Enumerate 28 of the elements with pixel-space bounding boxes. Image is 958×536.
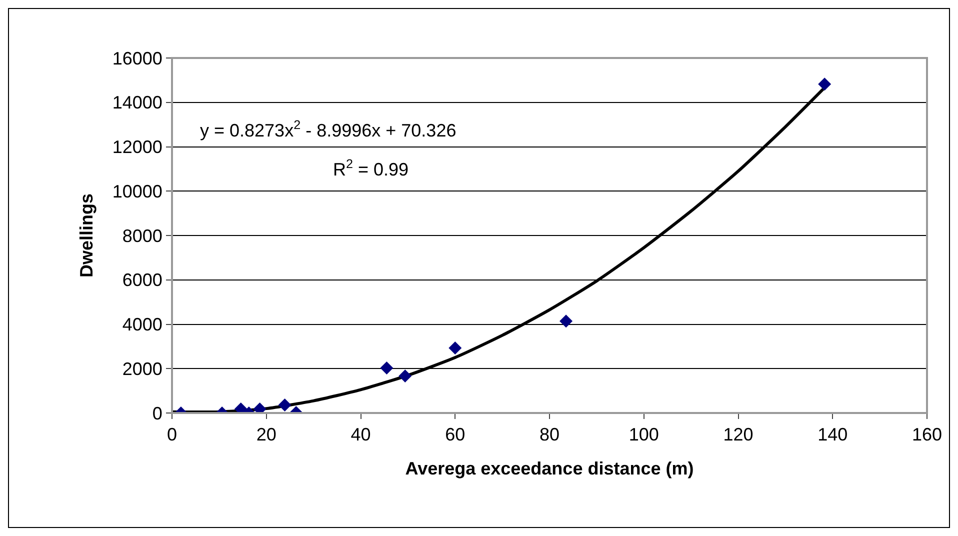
point [398, 369, 412, 382]
x-tick-label: 40 [350, 424, 371, 445]
annotation: y = 0.8273x$^{2}$ - 8.9996x + 70.326 [200, 118, 456, 141]
x-axis-title: Averega exceedance distance (m) [405, 458, 694, 479]
y-tick-label: 16000 [112, 48, 162, 68]
point [818, 78, 832, 91]
x-tick-label: 140 [818, 424, 848, 445]
point [278, 398, 292, 412]
y-tick-label: 8000 [122, 226, 162, 246]
y-tick-label: 14000 [112, 92, 162, 113]
x-tick-label: 100 [628, 424, 659, 445]
y-tick-label: 4000 [122, 314, 162, 335]
x-tick-label: 0 [166, 424, 178, 445]
y-tick-label: 12000 [112, 137, 162, 158]
x-tick-label: 80 [539, 424, 560, 445]
annotation: R$^{2}$ = 0.99 [333, 157, 409, 180]
y-tick-label: 0 [152, 403, 162, 424]
x-tick-label: 60 [445, 424, 466, 445]
point [560, 314, 573, 328]
point [448, 341, 462, 354]
x-tick-label: 160 [912, 424, 942, 445]
y-tick-label: 2000 [122, 358, 162, 379]
y-axis-title: Dwellings [76, 193, 97, 278]
y-tick-label: 6000 [122, 270, 162, 290]
y-tick-label: 10000 [112, 181, 162, 202]
x-tick-label: 20 [256, 424, 276, 445]
point [380, 361, 394, 374]
x-tick-label: 120 [723, 424, 754, 445]
